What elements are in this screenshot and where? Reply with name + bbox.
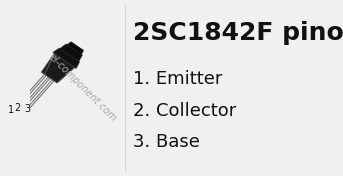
Text: 2. Collector: 2. Collector — [133, 102, 237, 120]
Text: 1: 1 — [8, 105, 14, 115]
Polygon shape — [42, 54, 75, 83]
Polygon shape — [60, 44, 82, 61]
Text: 2: 2 — [14, 103, 20, 113]
Polygon shape — [67, 42, 84, 54]
Polygon shape — [24, 80, 54, 112]
Text: 3. Base: 3. Base — [133, 133, 200, 151]
Text: el-component.com: el-component.com — [46, 52, 118, 124]
Polygon shape — [53, 48, 80, 68]
Text: 1. Emitter: 1. Emitter — [133, 70, 223, 88]
Text: 3: 3 — [24, 104, 30, 114]
Text: 2SC1842F pinout: 2SC1842F pinout — [133, 21, 343, 45]
Polygon shape — [16, 74, 46, 107]
Polygon shape — [21, 77, 50, 109]
